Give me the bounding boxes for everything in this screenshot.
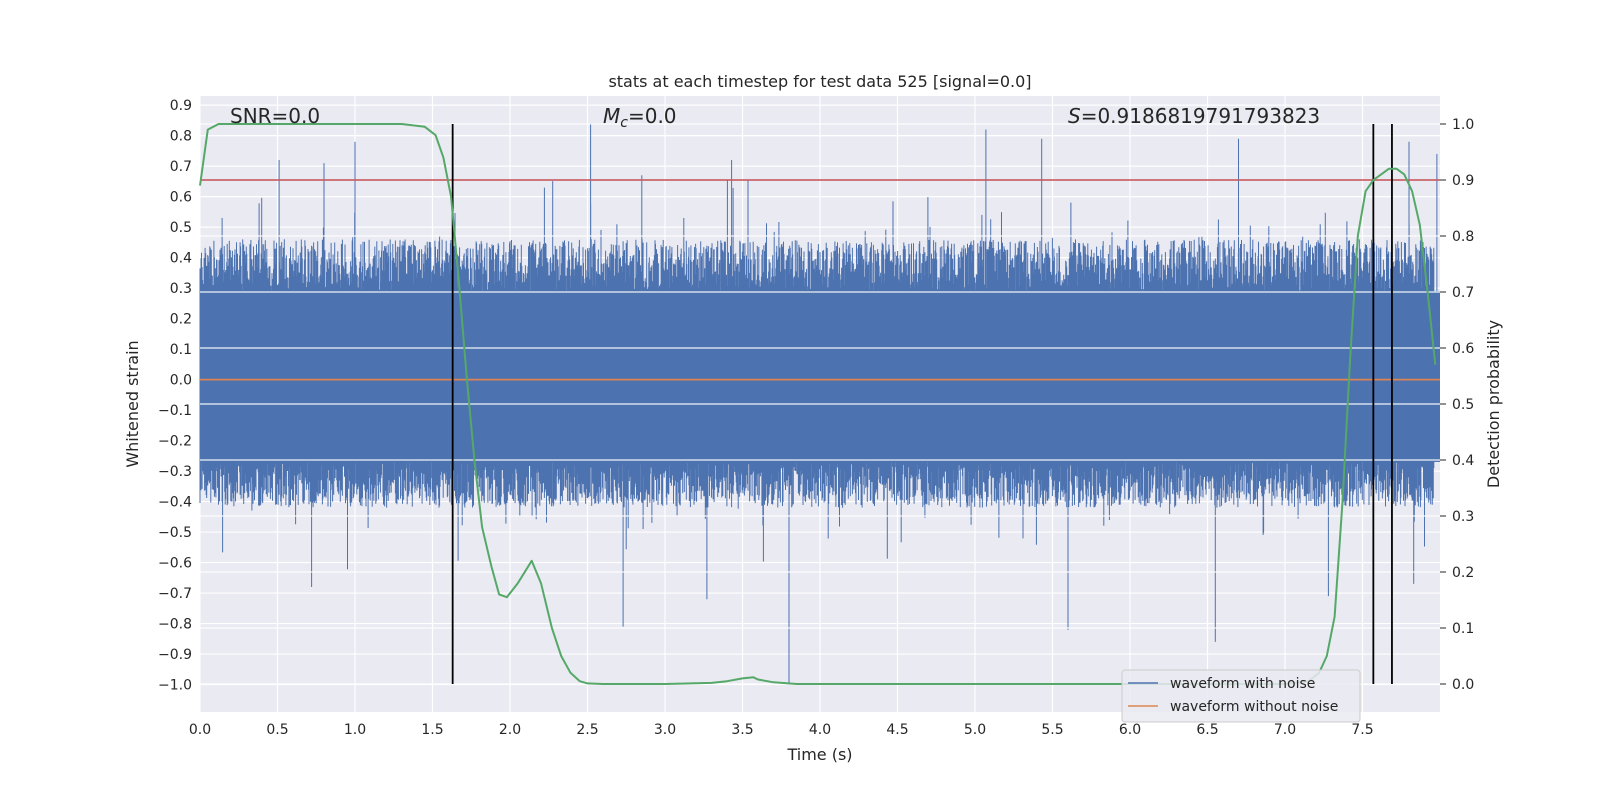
- y-tick-label: 0.0: [170, 373, 192, 389]
- x-tick-label: 1.5: [421, 722, 443, 738]
- y-tick-label: 0.6: [170, 190, 192, 206]
- x-tick-label: 4.0: [809, 722, 831, 738]
- y-tick-label: 0.4: [170, 251, 192, 267]
- y-tick-label: 0.8: [170, 129, 192, 145]
- y2-axis-label: Detection probability: [1484, 320, 1503, 488]
- y2-tick-label: 0.6: [1452, 341, 1474, 357]
- y2-tick-label: 0.8: [1452, 229, 1474, 245]
- y2-tick-label: 1.0: [1452, 117, 1474, 133]
- score-value: =0.9186819791793823: [1081, 104, 1320, 128]
- y2-tick-label: 0.5: [1452, 397, 1474, 413]
- x-tick-label: 0.5: [266, 722, 288, 738]
- score-symbol: S: [1068, 104, 1081, 128]
- x-tick-label: 3.5: [731, 722, 753, 738]
- legend-label-with-noise: waveform with noise: [1170, 676, 1315, 692]
- legend-label-without-noise: waveform without noise: [1170, 699, 1338, 715]
- x-tick-label: 0.0: [189, 722, 211, 738]
- legend: waveform with noise waveform without noi…: [1121, 669, 1361, 723]
- legend-box: [1121, 669, 1361, 723]
- x-tick-label: 6.0: [1119, 722, 1141, 738]
- y2-tick-label: 0.7: [1452, 285, 1474, 301]
- noise-trace: [199, 123, 1438, 685]
- x-tick-label: 2.0: [499, 722, 521, 738]
- y-tick-label: −0.3: [158, 464, 192, 480]
- y-tick-label: −0.4: [158, 495, 192, 511]
- y-tick-label: −1.0: [158, 678, 192, 694]
- y-tick-label: −0.7: [158, 586, 192, 602]
- chirp-mass-subscript: c: [620, 115, 628, 131]
- y-tick-label: −0.2: [158, 434, 192, 450]
- y2-tick-label: 0.1: [1452, 621, 1474, 637]
- y-tick-label: 0.5: [170, 220, 192, 236]
- score-annotation: S=0.9186819791793823: [1068, 104, 1320, 128]
- y2-tick-label: 0.0: [1452, 677, 1474, 693]
- x-tick-label: 7.5: [1351, 722, 1373, 738]
- y-tick-label: −0.8: [158, 617, 192, 633]
- y-tick-label: 0.7: [170, 159, 192, 175]
- chirp-mass-value: =0.0: [628, 104, 677, 128]
- axis-ticks: 0.0 0.5 1.0 1.5 2.0 2.5 3.0 3.5 4.0 4.5 5.0 5.5 6.0 6…: [158, 98, 1474, 738]
- snr-annotation: SNR=0.0: [230, 104, 320, 128]
- series-lines: [199, 123, 1440, 685]
- chirp-mass-annotation: Mc=0.0: [603, 104, 677, 131]
- chart-title: stats at each timestep for test data 525…: [608, 72, 1031, 91]
- x-tick-label: 5.5: [1041, 722, 1063, 738]
- x-tick-label: 5.0: [964, 722, 986, 738]
- x-tick-label: 6.5: [1196, 722, 1218, 738]
- y-tick-label: 0.2: [170, 312, 192, 328]
- y2-tick-label: 0.9: [1452, 173, 1474, 189]
- x-tick-label: 7.0: [1274, 722, 1296, 738]
- series-waveform-with-noise: [199, 123, 1440, 685]
- chirp-mass-symbol: M: [603, 104, 620, 128]
- y-tick-label: −0.1: [158, 403, 192, 419]
- y-tick-label: 0.9: [170, 98, 192, 114]
- y-tick-label: −0.5: [158, 525, 192, 541]
- y-tick-label: 0.3: [170, 281, 192, 297]
- x-tick-label: 4.5: [886, 722, 908, 738]
- y2-tick-label: 0.4: [1452, 453, 1474, 469]
- x-tick-label: 2.5: [576, 722, 598, 738]
- y2-tick-label: 0.2: [1452, 565, 1474, 581]
- x-tick-label: 1.0: [344, 722, 366, 738]
- y2-tick-label: 0.3: [1452, 509, 1474, 525]
- y-tick-label: −0.6: [158, 556, 192, 572]
- y-axis-label: Whitened strain: [123, 340, 142, 467]
- y-tick-label: 0.1: [170, 342, 192, 358]
- y-tick-label: −0.9: [158, 647, 192, 663]
- detection-probability-line: [199, 123, 1437, 685]
- x-tick-label: 3.0: [654, 722, 676, 738]
- x-axis-label: Time (s): [786, 745, 852, 764]
